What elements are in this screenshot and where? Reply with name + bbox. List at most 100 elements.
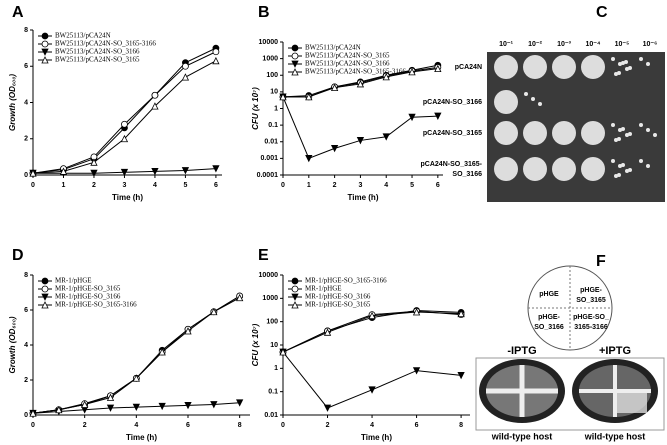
quadrant-label: pHGE- <box>538 314 560 321</box>
data-point <box>121 120 128 128</box>
y-tick-label: 2 <box>24 377 28 384</box>
colony <box>639 123 643 127</box>
colony <box>646 128 650 132</box>
series-line <box>32 295 240 414</box>
colony <box>617 137 621 141</box>
y-tick-label: 100 <box>266 72 278 79</box>
panel-letter: A <box>12 4 24 21</box>
x-tick-label: 2 <box>92 182 96 189</box>
series-line <box>32 295 240 414</box>
data-point <box>305 154 313 163</box>
data-point <box>41 293 49 301</box>
colony <box>621 127 625 131</box>
data-point <box>356 80 365 88</box>
y-tick-label: 1000 <box>262 55 278 62</box>
colony <box>646 62 650 66</box>
y-axis-label: CFU (x 10⁷) <box>251 87 260 130</box>
y-tick-label: 0.01 <box>264 412 278 419</box>
colony <box>646 164 650 168</box>
x-tick-label: 3 <box>122 182 126 189</box>
data-point <box>291 277 299 285</box>
spots <box>494 55 657 181</box>
y-tick-label: 8 <box>24 27 28 34</box>
host-label: wild-type host <box>491 431 553 441</box>
strain-label: pCA24N-SO_3165- <box>421 161 483 168</box>
data-point <box>184 327 192 335</box>
x-tick-label: 3 <box>358 182 362 189</box>
data-point <box>368 311 376 320</box>
legend-label: MR-1/pHGE-SO_3166 <box>55 293 121 301</box>
spot <box>581 157 605 181</box>
data-point <box>434 112 442 120</box>
x-tick-label: 8 <box>238 422 242 429</box>
x-axis-label: Time (h) <box>361 433 392 442</box>
legend-label: MR-1/pHGE-SO_3165 <box>55 285 121 293</box>
colony <box>531 97 535 101</box>
data-point <box>212 56 220 65</box>
data-point <box>41 40 49 48</box>
data-point <box>291 68 299 76</box>
strain-label: pCA24N-SO_3165 <box>423 130 482 137</box>
x-tick-label: 0 <box>281 422 285 429</box>
legend-label: BW25113/pCA24N-SO_3166 <box>305 60 390 68</box>
y-axis-label: Growth (OD₆₀₀) <box>8 74 17 131</box>
quadrant-label: SO_3166 <box>534 324 564 331</box>
y-tick-label: 4 <box>24 342 28 349</box>
quadrant-label: SO_3165 <box>576 297 606 304</box>
dilution-label: 10⁻² <box>528 41 542 48</box>
data-point <box>330 144 339 153</box>
data-point <box>291 60 299 68</box>
data-point <box>181 73 190 81</box>
x-tick-label: 1 <box>307 182 311 189</box>
spot <box>494 157 518 181</box>
data-point <box>41 277 49 285</box>
series-line <box>282 96 438 160</box>
data-point <box>210 401 218 409</box>
data-point <box>182 62 189 70</box>
data-point <box>291 52 299 60</box>
y-tick-label: 10 <box>270 342 278 349</box>
dilution-label: 10⁻⁵ <box>615 41 630 48</box>
x-tick-label: 0 <box>31 422 35 429</box>
data-point <box>41 301 49 309</box>
panel-letter: D <box>12 247 24 264</box>
data-point <box>291 285 299 293</box>
legend-label: BW25113/pCA24N-SO_3165-3166 <box>55 40 156 48</box>
colony <box>653 133 657 137</box>
condition-label: -IPTG <box>507 345 536 357</box>
series-line <box>282 351 462 409</box>
y-tick-label: 4 <box>24 99 28 106</box>
colony <box>538 102 542 106</box>
series-line <box>32 51 217 174</box>
colony <box>611 123 615 127</box>
legend-label: BW25113/pCA24N <box>305 44 361 52</box>
dilution-label: 10⁻⁶ <box>643 41 658 48</box>
data-point <box>212 48 220 56</box>
data-point <box>106 393 115 401</box>
colony <box>628 168 632 172</box>
quadrant-label: 3165-3166 <box>574 324 608 331</box>
legend-label: MR-1/pHGE-SO_3165 <box>305 301 371 309</box>
data-point <box>184 401 192 410</box>
data-point <box>41 56 49 64</box>
legend-label: MR-1/pHGE-SO_3165-3166 <box>305 277 387 285</box>
data-point <box>29 169 37 177</box>
data-point <box>382 133 390 141</box>
legend-label: MR-1/pHGE-SO_3166 <box>305 293 371 301</box>
spot <box>494 55 518 79</box>
y-tick-label: 0.1 <box>268 122 278 129</box>
y-tick-label: 6 <box>24 63 28 70</box>
data-point <box>368 386 376 394</box>
data-point <box>151 167 159 176</box>
colony <box>639 159 643 163</box>
condition-label: +IPTG <box>599 345 631 357</box>
x-tick-label: 2 <box>83 422 87 429</box>
data-point <box>330 83 339 92</box>
data-point <box>90 169 98 178</box>
colony <box>639 57 643 61</box>
data-point <box>41 285 49 293</box>
spot <box>581 55 605 79</box>
y-tick-label: 0 <box>24 172 28 179</box>
strain-label: SO_3166 <box>452 171 482 178</box>
x-tick-label: 2 <box>326 422 330 429</box>
